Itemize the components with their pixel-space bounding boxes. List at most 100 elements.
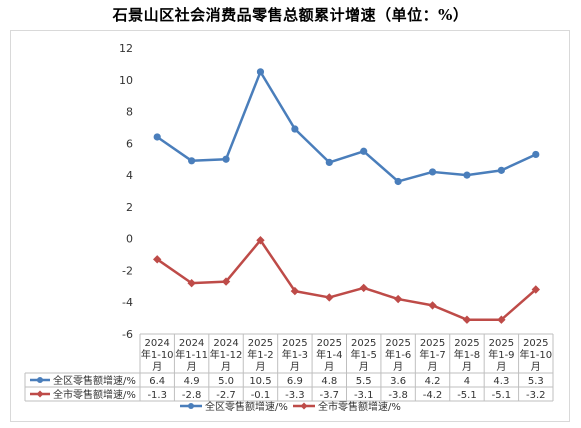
data-point [531,285,540,294]
data-point [291,125,299,133]
table-cell-value: -5.1 [492,390,512,401]
data-point [290,286,300,296]
x-tick-label: 月 [324,361,334,373]
x-tick-label: 年1-2 [247,348,273,361]
data-point [532,150,540,159]
data-point [428,168,437,176]
table-cell-value: 5.3 [528,376,544,387]
data-point [325,158,333,166]
legend-label: 全区零售额增速/% [205,400,288,413]
y-tick-label: 10 [119,74,133,87]
legend-marker [300,402,308,410]
chart-title: 石景山区社会消费品零售总额累计增速（单位：%） [112,6,469,24]
x-tick-label: 2025 [317,338,342,349]
series-line [156,70,537,183]
y-tick-label: -4 [122,296,133,309]
data-point [153,255,162,264]
x-tick-label: 2025 [420,338,445,349]
table-cell-value: -4.2 [423,390,443,401]
x-tick-label: 年1-8 [454,348,480,361]
x-tick-label: 年1-9 [488,348,514,361]
x-tick-label: 年1-7 [419,348,445,361]
table-legend-marker [37,377,43,383]
data-point [497,166,505,174]
x-tick-label: 年1-5 [351,348,377,361]
table-cell-value: 4.3 [493,376,509,387]
data-point [497,315,506,324]
x-tick-label: 月 [221,361,231,373]
y-tick-label: 8 [126,106,133,119]
x-tick-label: 年1-11 [175,348,208,361]
data-point [188,157,196,165]
x-tick-label: 2024 [179,338,204,349]
table-cell-value: 4.9 [184,376,200,387]
x-tick-label: 年1-6 [385,348,411,361]
x-tick-label: 年1-3 [282,348,308,361]
data-point [463,171,471,179]
x-tick-label: 2025 [351,338,376,349]
x-tick-label: 月 [255,361,265,373]
table-row-label: 全市零售额增速/% [53,388,136,401]
y-tick-label: -2 [122,264,133,277]
x-tick-label: 月 [152,361,162,373]
table-cell-value: -3.1 [354,390,374,401]
y-tick-label: 0 [126,233,133,246]
x-tick-label: 2025 [385,338,410,349]
table-cell-value: 4.2 [425,376,441,387]
table-cell-value: -3.3 [285,390,305,401]
data-point [256,236,265,245]
table-cell-value: 3.6 [390,376,406,387]
x-tick-label: 月 [359,361,369,373]
data-point [360,147,368,155]
table-cell-value: -2.8 [182,390,202,401]
x-tick-label: 2025 [248,338,273,349]
x-tick-label: 月 [393,361,403,373]
table-cell-value: -2.7 [216,390,236,401]
x-tick-label: 年1-10 [141,348,174,361]
chart-frame [10,30,570,422]
data-point [187,278,196,288]
x-tick-label: 年1-12 [210,348,243,361]
table-cell-value: -3.7 [320,390,340,401]
data-point [428,301,437,310]
x-tick-label: 月 [531,361,541,373]
x-tick-label: 月 [462,361,472,373]
x-tick-label: 年1-4 [316,348,342,361]
table-cell-value: 10.5 [249,376,271,387]
legend-marker [188,403,194,409]
series-line [156,239,537,321]
table-cell-value: -3.2 [526,390,546,401]
data-point [153,133,161,141]
data-point [221,277,231,286]
table-cell-value: -3.8 [388,390,408,401]
table-cell-value: 6.9 [287,376,303,387]
data-point [394,177,402,186]
y-tick-label: 4 [126,169,133,182]
table-cell-value: 4 [464,376,470,387]
data-point [359,283,368,293]
x-tick-label: 2025 [282,338,307,349]
legend-label: 全市零售额增速/% [318,400,401,413]
data-point [222,155,230,163]
x-tick-label: 2024 [213,338,238,349]
table-row-label: 全区零售额增速/% [53,374,136,387]
data-point [462,315,472,324]
x-tick-label: 月 [290,361,300,373]
table-cell-value: 4.8 [321,376,337,387]
table-cell-value: -0.1 [251,390,271,401]
data-point [325,293,334,302]
y-tick-label: 12 [119,42,133,55]
data-point [256,68,265,76]
x-tick-label: 2024 [144,338,169,349]
table-legend-marker [36,390,44,398]
x-tick-label: 月 [496,361,506,373]
table-cell-value: 5.5 [356,376,372,387]
table-cell-value: -1.3 [147,390,167,401]
table-cell-value: -5.1 [457,390,477,401]
x-tick-label: 年1-10 [519,348,552,361]
x-tick-label: 2025 [489,338,514,349]
x-tick-label: 月 [187,361,197,373]
table-cell-value: 6.4 [149,376,165,387]
